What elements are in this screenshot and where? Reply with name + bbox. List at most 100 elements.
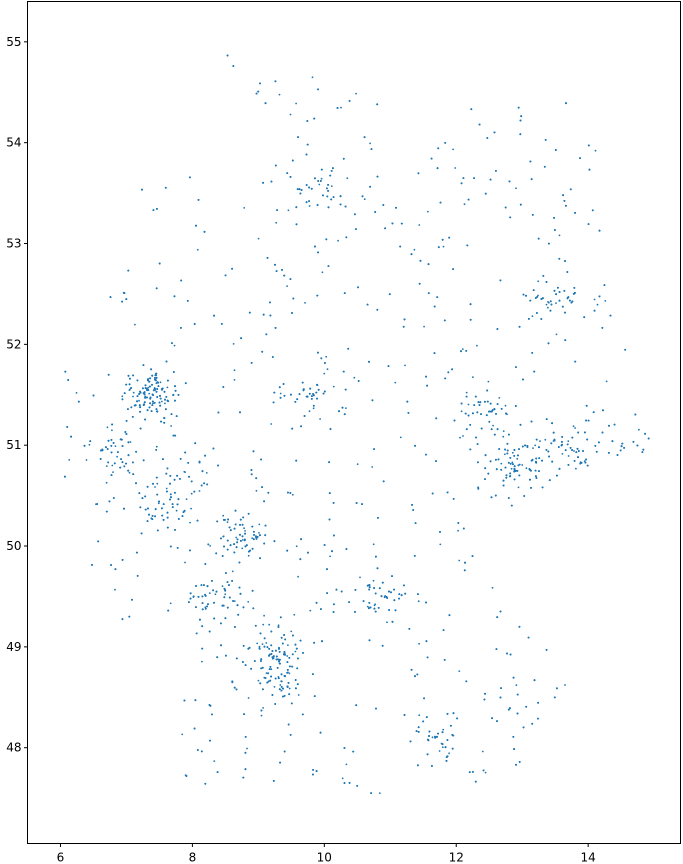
data-point <box>233 379 236 381</box>
data-point <box>173 478 176 481</box>
data-point <box>264 534 267 537</box>
data-point <box>312 404 315 407</box>
data-point <box>457 522 460 524</box>
data-point <box>227 518 230 521</box>
data-point <box>283 394 286 397</box>
data-point <box>502 435 505 438</box>
data-point <box>332 502 335 504</box>
data-point <box>609 314 612 317</box>
data-point <box>239 411 241 414</box>
data-point <box>204 782 207 785</box>
data-point <box>257 237 260 240</box>
data-point <box>310 398 313 400</box>
data-point <box>526 445 529 447</box>
data-point <box>410 253 413 256</box>
data-point <box>213 617 216 620</box>
data-point <box>472 412 474 415</box>
data-point <box>289 492 292 494</box>
data-point <box>376 567 379 570</box>
data-point <box>116 455 118 458</box>
data-point <box>68 459 71 461</box>
data-point <box>585 404 588 407</box>
data-point <box>89 440 92 442</box>
data-point <box>348 782 351 784</box>
data-point <box>295 206 298 209</box>
data-point <box>495 648 498 650</box>
data-point <box>175 415 178 417</box>
data-point <box>259 557 261 560</box>
data-point <box>216 520 219 523</box>
data-point <box>269 301 271 304</box>
data-point <box>146 520 149 522</box>
data-point <box>513 478 516 481</box>
data-point <box>587 419 590 422</box>
data-point <box>484 478 486 480</box>
data-point <box>377 517 379 519</box>
data-point <box>403 714 406 716</box>
data-point <box>474 780 477 783</box>
data-point <box>520 115 523 118</box>
data-point <box>200 750 203 753</box>
data-point <box>372 579 375 582</box>
data-point <box>438 750 441 752</box>
data-point <box>312 407 315 410</box>
data-point <box>269 314 272 317</box>
data-point <box>171 503 174 505</box>
data-point <box>320 608 322 610</box>
data-point <box>579 462 582 465</box>
data-point <box>487 472 490 475</box>
data-point <box>270 630 273 633</box>
data-point <box>382 204 385 206</box>
data-point <box>207 543 210 546</box>
data-point <box>563 200 566 202</box>
data-point <box>125 298 128 300</box>
data-point <box>516 470 519 472</box>
data-point <box>531 352 534 354</box>
data-point <box>184 382 187 385</box>
data-point <box>280 686 283 688</box>
data-point <box>553 439 556 442</box>
data-point <box>464 561 466 564</box>
data-point <box>240 337 243 340</box>
data-point <box>181 733 184 736</box>
data-point <box>444 377 447 380</box>
data-point <box>518 625 521 628</box>
data-point <box>147 507 149 510</box>
data-point <box>490 428 493 431</box>
data-point <box>441 746 444 749</box>
data-point <box>541 459 543 462</box>
data-point <box>496 616 499 618</box>
data-point <box>208 704 211 706</box>
data-point <box>538 457 541 459</box>
data-point <box>445 756 448 758</box>
data-point <box>620 445 623 448</box>
data-point <box>156 208 158 210</box>
data-point <box>144 418 147 421</box>
data-point <box>190 492 193 495</box>
data-point <box>184 561 186 564</box>
data-point <box>236 538 239 541</box>
data-point <box>407 412 410 414</box>
data-point <box>465 391 468 394</box>
data-point <box>450 724 452 727</box>
data-point <box>339 195 342 198</box>
data-point <box>171 506 174 508</box>
data-point <box>144 495 147 498</box>
data-point <box>286 172 289 175</box>
data-point <box>127 454 130 457</box>
data-point <box>519 203 522 206</box>
data-point <box>608 424 610 427</box>
data-point <box>515 763 517 766</box>
data-point <box>136 400 138 403</box>
data-point <box>601 327 604 329</box>
data-point <box>228 596 231 599</box>
data-point <box>146 409 149 412</box>
data-point <box>215 552 218 555</box>
data-point <box>190 507 193 510</box>
data-point <box>123 465 126 468</box>
data-point <box>164 402 166 405</box>
data-point <box>231 570 234 573</box>
data-point <box>157 502 160 505</box>
data-point <box>550 303 553 306</box>
data-point <box>460 182 463 185</box>
